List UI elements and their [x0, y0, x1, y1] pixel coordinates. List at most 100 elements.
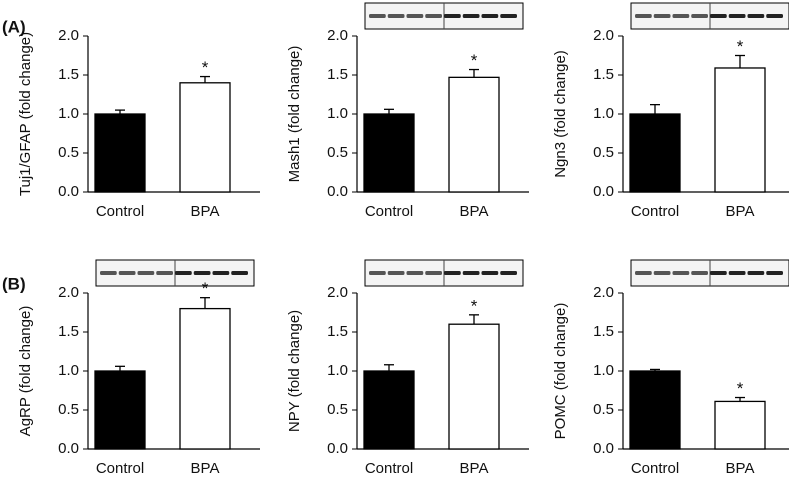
bar	[448, 76, 500, 193]
y-tick-label: 0.0	[58, 440, 79, 457]
blot-band	[728, 271, 746, 275]
blot-band	[691, 14, 708, 18]
y-tick-label: 0.5	[327, 401, 348, 418]
x-tick-label: Control	[631, 460, 679, 477]
blot-band	[653, 271, 671, 275]
blot-band	[425, 14, 442, 18]
x-tick-label: Control	[365, 203, 413, 220]
y-tick-label: 2.0	[593, 27, 614, 44]
y-tick-label: 1.0	[327, 362, 348, 379]
y-tick-label: 0.5	[593, 401, 614, 418]
y-tick-label: 1.5	[327, 323, 348, 340]
bar	[629, 113, 681, 193]
bar	[448, 323, 500, 450]
y-tick-label: 1.0	[593, 105, 614, 122]
x-tick-label: BPA	[191, 460, 220, 477]
blot-band	[406, 14, 424, 18]
blot-band	[766, 14, 783, 18]
panel-label: (B)	[2, 274, 26, 293]
blot-band	[672, 14, 690, 18]
chart-panel: Mash1 (fold change) 0.0 0.5 1.0 1.5 2.0 Contro…	[286, 2, 529, 220]
y-tick-label: 2.0	[58, 284, 79, 301]
x-tick-label: Control	[96, 460, 144, 477]
blot-band	[387, 271, 405, 275]
y-axis-label: Mash1 (fold change)	[286, 46, 303, 183]
y-tick-label: 2.0	[593, 284, 614, 301]
blot-band	[710, 14, 727, 18]
y-tick-label: 0.5	[58, 401, 79, 418]
blot-band	[691, 271, 708, 275]
blot-band	[500, 271, 517, 275]
blot-band	[193, 271, 211, 275]
y-tick-label: 0.0	[593, 440, 614, 457]
y-tick-label: 0.5	[58, 144, 79, 161]
blot-band	[747, 14, 765, 18]
y-tick-label: 0.5	[327, 144, 348, 161]
panel-label: (A)	[2, 17, 26, 36]
significance-marker: *	[737, 37, 744, 56]
y-tick-label: 1.0	[593, 362, 614, 379]
significance-marker: *	[471, 296, 478, 315]
blot-band	[481, 271, 499, 275]
blot-band	[369, 271, 386, 275]
y-tick-label: 2.0	[58, 27, 79, 44]
blot-band	[653, 14, 671, 18]
blot-band	[118, 271, 136, 275]
y-tick-label: 1.0	[327, 105, 348, 122]
blot-band	[766, 271, 783, 275]
y-tick-label: 1.0	[58, 362, 79, 379]
bar	[363, 370, 415, 450]
x-tick-label: Control	[96, 203, 144, 220]
y-tick-label: 1.5	[593, 323, 614, 340]
y-axis-label: NPY (fold change)	[286, 310, 303, 432]
blot-band	[462, 14, 480, 18]
y-tick-label: 2.0	[327, 284, 348, 301]
blot-band	[100, 271, 117, 275]
blot-band	[444, 271, 461, 275]
bar	[94, 370, 146, 450]
bar	[363, 113, 415, 193]
y-tick-label: 1.5	[593, 66, 614, 83]
blot-band	[635, 271, 652, 275]
x-tick-label: Control	[631, 203, 679, 220]
significance-marker: *	[737, 379, 744, 398]
blot-band	[481, 14, 499, 18]
blot-band	[747, 271, 765, 275]
blot-band	[425, 271, 442, 275]
significance-marker: *	[202, 58, 209, 77]
bar	[94, 113, 146, 193]
x-tick-label: BPA	[726, 460, 755, 477]
blot-band	[672, 271, 690, 275]
y-axis-label: POMC (fold change)	[552, 303, 569, 440]
bar	[714, 67, 766, 193]
y-tick-label: 2.0	[327, 27, 348, 44]
x-tick-label: BPA	[191, 203, 220, 220]
y-tick-label: 0.0	[327, 440, 348, 457]
y-tick-label: 1.0	[58, 105, 79, 122]
x-tick-label: BPA	[460, 203, 489, 220]
blot-band	[728, 14, 746, 18]
blot-band	[156, 271, 173, 275]
bar	[179, 307, 231, 450]
blot-band	[137, 271, 155, 275]
y-tick-label: 1.5	[58, 66, 79, 83]
x-tick-label: Control	[365, 460, 413, 477]
blot-band	[462, 271, 480, 275]
chart-panel: (B) AgRP (fold change) 0.0 0.5 1.0 1.5 2.0 Cont…	[2, 259, 260, 477]
y-tick-label: 1.5	[58, 323, 79, 340]
blot-band	[175, 271, 192, 275]
blot-band	[406, 271, 424, 275]
bar	[714, 400, 766, 450]
x-tick-label: BPA	[726, 203, 755, 220]
significance-marker: *	[202, 279, 209, 298]
bar	[629, 370, 681, 450]
bar	[179, 82, 231, 193]
chart-panel: (A)Tuj1/GFAP (fold change) 0.0 0.5 1.0 1.5 2.…	[2, 17, 260, 220]
y-axis-label: AgRP (fold change)	[17, 306, 34, 437]
y-tick-label: 0.0	[327, 183, 348, 200]
significance-marker: *	[471, 51, 478, 70]
blot-band	[635, 14, 652, 18]
blot-band	[231, 271, 248, 275]
y-axis-label: Ngn3 (fold change)	[552, 50, 569, 178]
y-tick-label: 0.0	[593, 183, 614, 200]
